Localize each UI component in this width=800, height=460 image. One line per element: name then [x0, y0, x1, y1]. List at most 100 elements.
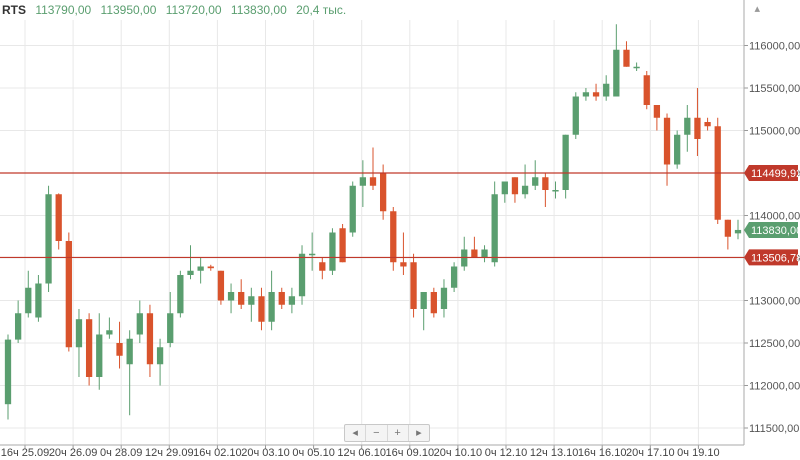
candle-up	[288, 296, 296, 305]
x-tick-label: 20ч 17.10	[626, 447, 675, 459]
candle-down	[511, 177, 519, 195]
candle-up	[349, 185, 356, 233]
y-tick-label: 111500,00	[749, 423, 799, 435]
high-value: 113950,00	[100, 3, 157, 17]
zoom-out-button[interactable]: −	[366, 425, 388, 441]
x-tick-label: 0ч 19.10	[677, 447, 719, 459]
candle-up	[633, 66, 640, 69]
candle-down	[704, 122, 711, 127]
candle-up	[491, 194, 498, 263]
candle-up	[4, 339, 12, 405]
candle-up	[572, 96, 579, 135]
candle-up	[96, 334, 103, 377]
candle-up	[35, 283, 42, 318]
candle-up	[734, 229, 742, 234]
candle-up	[177, 275, 184, 314]
candle-down	[146, 313, 154, 365]
level-price-tag	[744, 165, 798, 182]
scroll-right-button[interactable]: ▸	[416, 427, 422, 439]
candle-up	[156, 347, 164, 365]
candle-down	[623, 49, 630, 67]
candle-up	[45, 194, 52, 284]
low-value: 113720,00	[165, 3, 222, 17]
candle-up	[268, 292, 275, 322]
zoom-in-button[interactable]: +	[388, 425, 409, 441]
candle-down	[694, 117, 701, 139]
y-tick-label: 115500,00	[749, 83, 800, 95]
level-price-label: 114499,92	[751, 168, 800, 180]
candle-down	[319, 262, 326, 271]
candle-down	[207, 266, 214, 269]
level-price-label: 113506,78	[751, 252, 800, 264]
chevron-up-icon[interactable]: ▴	[754, 3, 760, 15]
x-tick-label: 0ч 28.09	[100, 447, 142, 459]
x-tick-label: 20ч 03.10	[241, 447, 290, 459]
candle-up	[450, 266, 458, 288]
x-tick-label: 16ч 16.10	[578, 447, 627, 459]
x-tick-label: 12ч 29.09	[145, 447, 194, 459]
candle-up	[248, 296, 255, 305]
candle-up	[309, 253, 316, 256]
candle-up	[298, 253, 306, 297]
x-tick-label: 12ч 06.10	[337, 447, 386, 459]
candle-up	[106, 330, 113, 335]
y-tick-label: 116000,00	[749, 41, 800, 53]
candle-down	[85, 319, 93, 377]
candle-up	[674, 134, 681, 165]
y-tick-label: 115000,00	[749, 126, 800, 138]
x-tick-label: 0ч 12.10	[485, 447, 527, 459]
candle-up	[501, 181, 508, 195]
candle-down	[592, 92, 600, 97]
y-tick-label: 112000,00	[749, 381, 800, 393]
ohlc-legend: RTS 113790,00 113950,00 113720,00 113830…	[2, 3, 352, 17]
candle-up	[75, 319, 83, 348]
candle-down	[400, 262, 407, 267]
x-tick-label: 16ч 02.10	[193, 447, 242, 459]
candle-up	[420, 292, 427, 309]
x-tick-label: 12ч 13.10	[530, 447, 579, 459]
x-tick-label: 16ч 09.10	[386, 447, 435, 459]
chart-navigation: ◂ − + ▸	[344, 424, 430, 442]
candle-down	[390, 211, 397, 263]
candle-up	[167, 313, 174, 343]
candle-down	[217, 270, 225, 301]
candle-down	[369, 177, 377, 186]
y-tick-label: 112500,00	[749, 338, 800, 350]
candle-down	[379, 173, 387, 212]
candle-up	[25, 287, 32, 314]
level-price-tag	[744, 249, 798, 266]
x-tick-label: 16ч 25.09	[1, 447, 50, 459]
candle-down	[65, 241, 72, 348]
y-tick-label: 113000,00	[749, 296, 800, 308]
ticker-symbol: RTS	[2, 3, 26, 17]
candle-up	[329, 232, 336, 271]
candle-down	[278, 292, 285, 305]
candle-down	[724, 219, 732, 237]
candle-down	[339, 228, 346, 263]
candle-up	[136, 313, 143, 335]
close-value: 113830,00	[230, 3, 287, 17]
candle-up	[552, 190, 559, 192]
candle-up	[359, 177, 367, 186]
candle-up	[227, 292, 235, 301]
x-tick-label: 0ч 05.10	[292, 447, 334, 459]
candle-up	[603, 83, 610, 97]
candle-down	[238, 292, 245, 305]
candle-up	[481, 249, 488, 258]
candle-down	[258, 296, 265, 322]
candle-up	[126, 338, 133, 365]
candle-up	[187, 270, 194, 275]
candle-up	[562, 134, 569, 190]
last-price-tag	[744, 221, 798, 238]
scroll-left-button[interactable]: ◂	[345, 425, 367, 441]
candle-up	[14, 313, 22, 340]
candle-down	[410, 262, 417, 309]
candle-up	[532, 177, 539, 186]
candle-down	[55, 194, 62, 241]
candle-down	[653, 105, 661, 118]
candle-up	[440, 287, 448, 309]
open-value: 113790,00	[35, 3, 92, 17]
candle-down	[430, 292, 437, 314]
